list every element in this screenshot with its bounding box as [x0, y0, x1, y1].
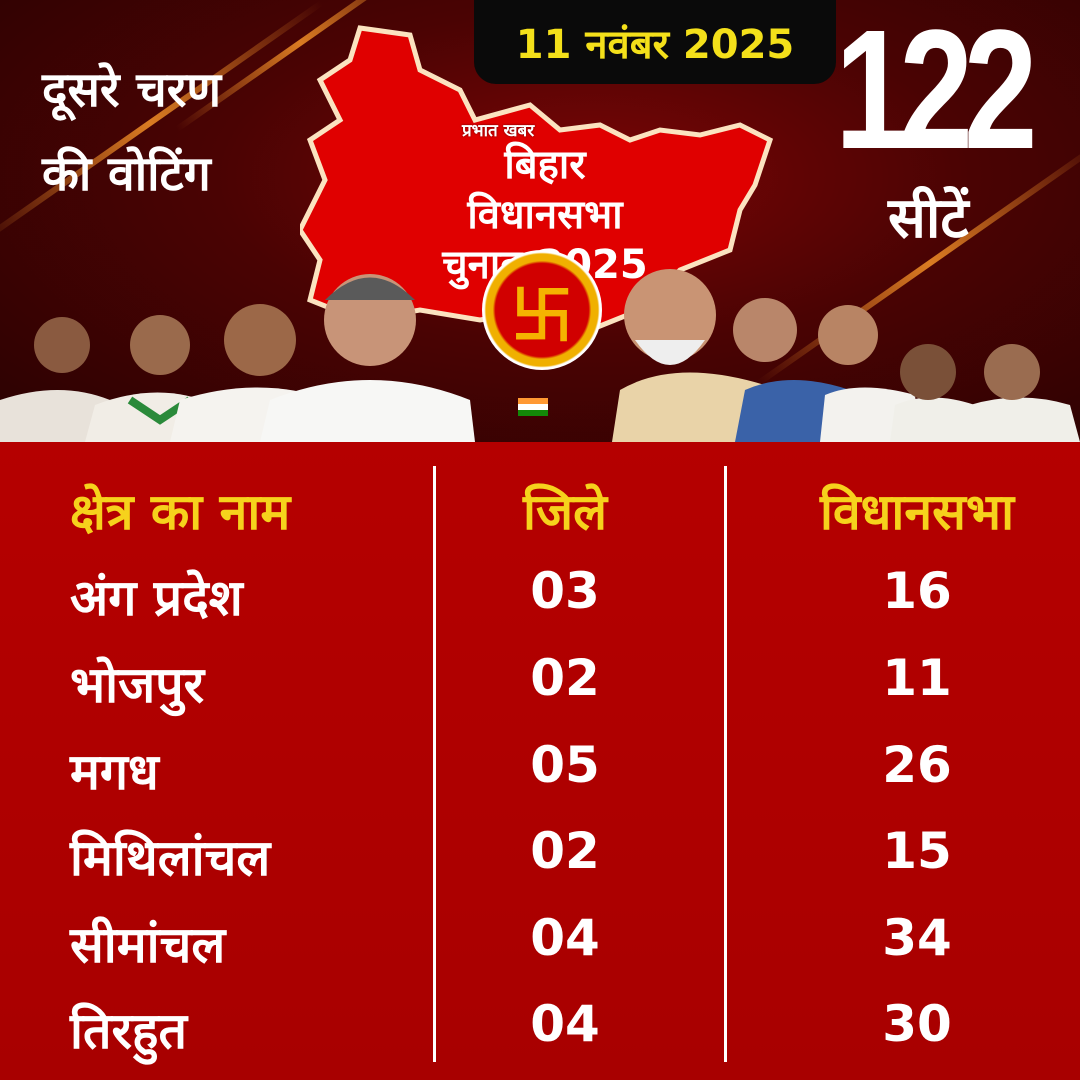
india-flag-icon [518, 398, 548, 416]
district-count: 04 [530, 995, 600, 1053]
politicians-photo-strip [0, 269, 1080, 442]
district-count: 04 [530, 909, 600, 967]
column-divider [433, 466, 436, 1062]
region-name: मिथिलांचल [70, 829, 271, 887]
column-header-districts: जिले [523, 483, 607, 541]
title-line-2: की वोटिंग [42, 146, 211, 202]
seats-label: सीटें [888, 186, 969, 251]
assembly-count: 16 [882, 562, 952, 620]
bihar-map [300, 25, 774, 333]
district-count: 02 [530, 822, 600, 880]
person-photo [260, 274, 475, 442]
person-photo [890, 344, 980, 442]
assembly-count: 26 [882, 736, 952, 794]
district-count: 02 [530, 649, 600, 707]
title-line-1: दूसरे चरण [42, 62, 222, 118]
assembly-count: 30 [882, 995, 952, 1053]
district-count: 05 [530, 736, 600, 794]
date-badge: 11 नवंबर 2025 [474, 0, 836, 84]
region-name: भोजपुर [70, 656, 205, 714]
page-title: दूसरे चरण की वोटिंग [42, 48, 221, 216]
region-name: अंग प्रदेश [70, 569, 243, 627]
assembly-count: 11 [882, 649, 952, 707]
person-photo [960, 344, 1080, 442]
map-title-line-1: बिहार विधानसभा [467, 142, 623, 238]
phase-two-regions-table: क्षेत्र का नाम जिले विधानसभा अंग प्रदेश … [0, 442, 1080, 1080]
brand-logo: प्रभात खबर [462, 121, 535, 141]
region-name: सीमांचल [70, 916, 226, 974]
column-divider [724, 466, 727, 1062]
column-header-region: क्षेत्र का नाम [70, 483, 291, 541]
assembly-count: 34 [882, 909, 952, 967]
region-name: तिरहुत [70, 1002, 187, 1060]
seats-count: 122 [835, 0, 1038, 185]
assembly-count: 15 [882, 822, 952, 880]
district-count: 03 [530, 562, 600, 620]
election-date: 11 नवंबर 2025 [515, 21, 795, 68]
column-header-assemblies: विधानसभा [819, 483, 1015, 541]
header-banner: 11 नवंबर 2025 दूसरे चरण की वोटिंग 122 सी… [0, 0, 1080, 442]
region-name: मगध [70, 743, 159, 801]
swastik-icon: 卐 [482, 250, 602, 370]
